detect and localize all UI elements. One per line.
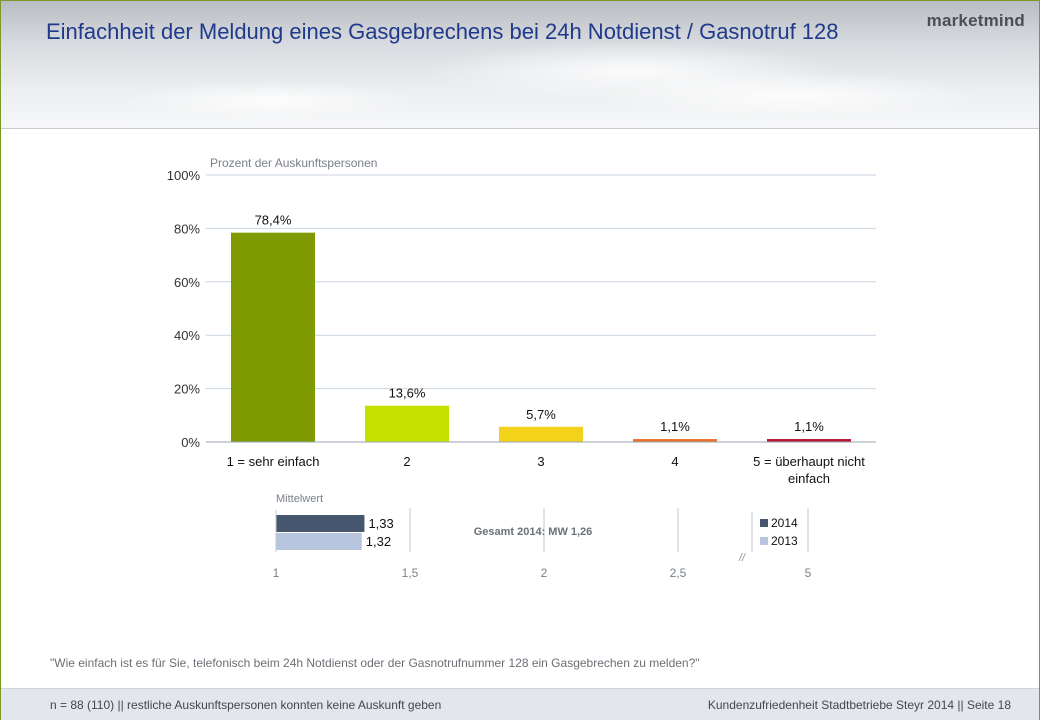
page-title: Einfachheit der Meldung eines Gasgebrech… [46, 19, 839, 44]
data-label: 13,6% [389, 386, 426, 401]
y-tick-label: 80% [174, 221, 200, 236]
legend-swatch [760, 537, 768, 545]
data-label: 1,1% [794, 419, 824, 434]
legend-label: 2013 [771, 534, 798, 548]
data-label: 78,4% [255, 213, 292, 228]
bar [633, 439, 717, 442]
y-tick-label: 100% [167, 168, 201, 183]
header-divider [1, 128, 1039, 129]
axis-break-mark: // [738, 552, 746, 564]
x-tick-label: 4 [671, 454, 678, 469]
y-tick-label: 40% [174, 328, 200, 343]
mean-tick-label: 2 [541, 566, 548, 580]
y-axis-title: Prozent der Auskunftspersonen [210, 156, 377, 170]
header-banner: Einfachheit der Meldung eines Gasgebrech… [1, 1, 1039, 128]
mean-bar [276, 515, 365, 532]
bar [365, 405, 449, 442]
legend-swatch [760, 519, 768, 527]
y-tick-label: 60% [174, 275, 200, 290]
footer-bar: n = 88 (110) || restliche Auskunftsperso… [1, 688, 1039, 720]
mean-value-label: 1,32 [366, 534, 391, 549]
data-label: 5,7% [526, 407, 556, 422]
mean-title: Mittelwert [276, 493, 323, 505]
mean-tick-label: 5 [805, 566, 812, 580]
bar [767, 439, 851, 442]
legend-label: 2014 [771, 516, 798, 530]
footer-page-info: Kundenzufriedenheit Stadtbetriebe Steyr … [707, 698, 1011, 712]
x-tick-label: 2 [403, 454, 410, 469]
brand-logo: marketmind [926, 11, 1025, 30]
mean-tick-label: 1,5 [402, 566, 419, 580]
x-tick-label: 5 = überhaupt nicht [753, 454, 865, 469]
data-label: 1,1% [660, 419, 690, 434]
bar [499, 426, 583, 442]
mean-bar [276, 533, 362, 550]
y-tick-label: 0% [181, 435, 200, 450]
overall-mean-annotation: Gesamt 2014: MW 1,26 [474, 526, 593, 538]
footer-sample-note: n = 88 (110) || restliche Auskunftsperso… [50, 698, 442, 712]
x-tick-label: 3 [537, 454, 544, 469]
mean-tick-label: 1 [273, 566, 280, 580]
y-tick-label: 20% [174, 382, 200, 397]
x-tick-label: 1 = sehr einfach [227, 454, 320, 469]
x-tick-label-cont: einfach [788, 471, 830, 486]
mean-tick-label: 2,5 [670, 566, 687, 580]
mean-value-label: 1,33 [368, 516, 393, 531]
question-footnote: "Wie einfach ist es für Sie, telefonisch… [50, 656, 700, 670]
bar [231, 232, 315, 442]
